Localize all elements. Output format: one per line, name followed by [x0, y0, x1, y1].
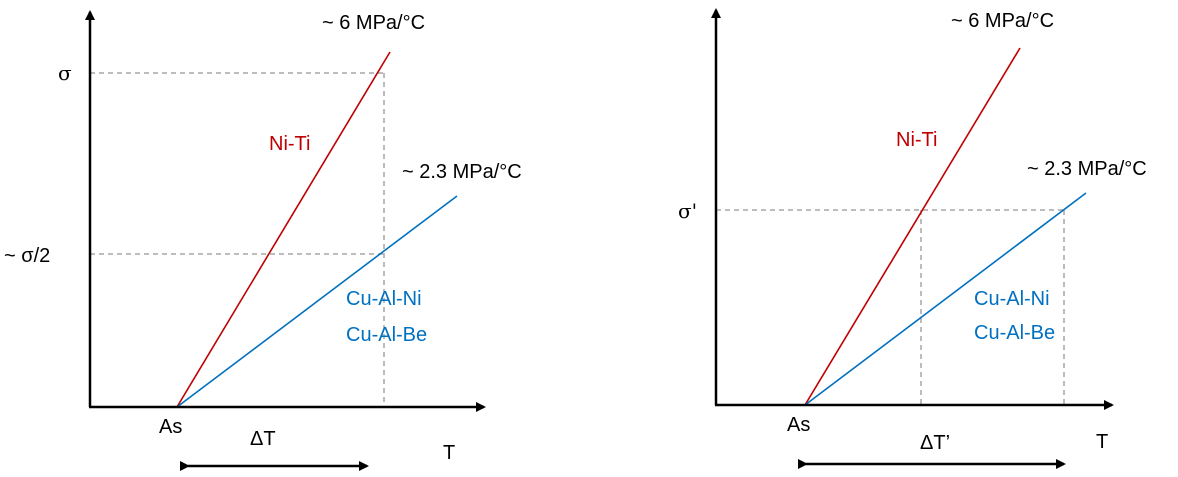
left-cu-slope-label: ~ 2.3 MPa/°C [402, 161, 522, 183]
right-t-label: T [1096, 431, 1108, 453]
right-niti-line [804, 47, 1021, 406]
right-sigma-prime-label: σ' [678, 199, 697, 223]
right-cu-label-2: Cu-Al-Be [974, 322, 1055, 344]
left-sigma-label: σ [58, 61, 72, 85]
left-cu-label-2: Cu-Al-Be [346, 324, 427, 346]
right-niti-label: Ni-Ti [896, 129, 937, 151]
left-panel: σ ~ σ/2 As T ΔT ~ 6 MPa/°C Ni-Ti ~ 2.3 M… [4, 10, 522, 471]
right-cu-line [804, 192, 1087, 406]
left-niti-line [176, 51, 391, 408]
left-niti-label: Ni-Ti [269, 133, 310, 155]
right-cu-label-1: Cu-Al-Ni [974, 288, 1050, 310]
right-panel: σ' As T ΔT’ ~ 6 MPa/°C Ni-Ti ~ 2.3 MPa/°… [678, 8, 1147, 469]
right-delta-t-prime-label: ΔT’ [920, 432, 950, 454]
left-half-sigma-label: ~ σ/2 [4, 245, 50, 267]
left-t-label: T [443, 442, 455, 464]
left-niti-slope-label: ~ 6 MPa/°C [322, 12, 425, 34]
left-cu-label-1: Cu-Al-Ni [346, 288, 422, 310]
right-as-label: As [787, 414, 810, 436]
left-delta-t-label: ΔT [250, 428, 276, 450]
left-cu-line [176, 195, 458, 408]
right-cu-slope-label: ~ 2.3 MPa/°C [1027, 158, 1147, 180]
right-niti-slope-label: ~ 6 MPa/°C [951, 10, 1054, 32]
left-as-label: As [159, 416, 182, 438]
